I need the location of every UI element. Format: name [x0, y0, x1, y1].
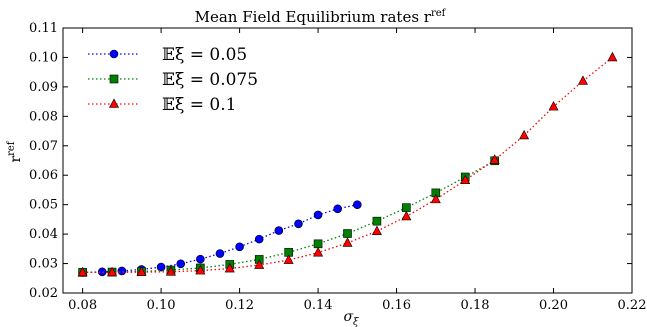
y-axis-label-main: r: [8, 156, 24, 163]
series-3: [77, 51, 618, 277]
x-tick-label: 0.10: [147, 298, 176, 313]
data-point: [372, 216, 382, 226]
data-point: [195, 264, 206, 275]
x-axis-label: σξ: [343, 309, 359, 327]
x-tick-label: 0.08: [68, 298, 97, 313]
y-tick-label: 0.02: [29, 286, 58, 301]
data-point: [77, 266, 88, 277]
data-point: [254, 234, 264, 244]
legend-item: 𝔼ξ = 0.075: [88, 70, 258, 90]
data-point: [519, 129, 530, 140]
data-point: [313, 247, 324, 257]
data-point: [607, 51, 618, 62]
plot-area: [62, 27, 633, 294]
y-tick-label: 0.08: [29, 109, 58, 124]
series-layer: [77, 51, 618, 277]
data-point: [313, 239, 323, 249]
data-point: [107, 266, 118, 277]
data-point: [401, 210, 412, 221]
legend: 𝔼ξ = 0.05 𝔼ξ = 0.075 𝔼ξ = 0.1: [88, 45, 258, 115]
y-tick-label: 0.06: [29, 168, 58, 183]
data-point: [283, 254, 294, 264]
x-axis: 0.08 0.10 0.12 0.14 0.16 0.18 0.20 0.22: [68, 28, 646, 313]
x-tick-label: 0.12: [225, 298, 254, 313]
data-point: [224, 262, 235, 273]
x-tick-label: 0.18: [461, 298, 490, 313]
data-point: [343, 229, 352, 238]
data-point: [176, 259, 186, 269]
x-tick-label: 0.22: [618, 298, 647, 313]
data-point: [548, 100, 559, 111]
y-axis-label-sup: ref: [6, 140, 17, 156]
chart-title-sup: ref: [431, 8, 447, 19]
y-tick-label: 0.09: [29, 80, 58, 95]
data-point: [333, 204, 342, 214]
data-point: [196, 254, 205, 264]
legend-marker: [109, 49, 119, 59]
data-point: [371, 225, 382, 235]
series-line: [82, 160, 495, 274]
data-point: [342, 237, 353, 247]
chart-title: Mean Field Equilibrium rates rref: [195, 8, 447, 26]
data-point: [577, 75, 588, 85]
legend-label: 𝔼ξ = 0.1: [162, 95, 236, 115]
y-tick-label: 0.05: [29, 198, 58, 213]
data-point: [430, 193, 441, 204]
x-tick-label: 0.20: [539, 298, 568, 313]
y-axis-label: rref: [6, 140, 24, 162]
data-point: [313, 210, 323, 220]
x-axis-label-main: σ: [343, 309, 353, 325]
data-point: [294, 219, 303, 229]
legend-label: 𝔼ξ = 0.05: [162, 45, 247, 65]
data-point: [353, 200, 362, 209]
data-point: [136, 266, 147, 276]
data-point: [165, 266, 176, 276]
y-tick-label: 0.04: [29, 227, 58, 242]
y-tick-label: 0.10: [29, 50, 58, 65]
series-1: [78, 200, 362, 277]
data-point: [117, 266, 127, 276]
legend-item: 𝔼ξ = 0.05: [88, 45, 247, 65]
data-point: [215, 249, 225, 258]
data-point: [402, 203, 411, 212]
data-point: [489, 154, 500, 164]
legend-marker: [109, 98, 119, 108]
data-point: [460, 174, 471, 185]
y-tick-label: 0.03: [29, 257, 58, 272]
x-tick-label: 0.14: [304, 298, 333, 313]
data-point: [274, 226, 284, 235]
y-tick-label: 0.07: [29, 139, 58, 154]
data-point: [254, 259, 265, 269]
x-tick-label: 0.16: [382, 298, 411, 313]
legend-marker: [109, 74, 119, 84]
y-axis: 0.02 0.03 0.04 0.05 0.06 0.07 0.08 0.09 0.10 0.11: [29, 21, 632, 301]
series-line: [82, 204, 358, 274]
legend-item: 𝔼ξ = 0.1: [88, 95, 236, 115]
y-tick-label: 0.11: [29, 21, 58, 36]
data-point: [235, 242, 244, 252]
x-axis-label-sub: ξ: [353, 317, 359, 327]
data-point: [156, 262, 166, 272]
data-point: [97, 267, 107, 277]
chart-title-main: Mean Field Equilibrium rates r: [195, 8, 432, 26]
plot-frame: [62, 27, 633, 294]
legend-label: 𝔼ξ = 0.075: [162, 70, 258, 90]
